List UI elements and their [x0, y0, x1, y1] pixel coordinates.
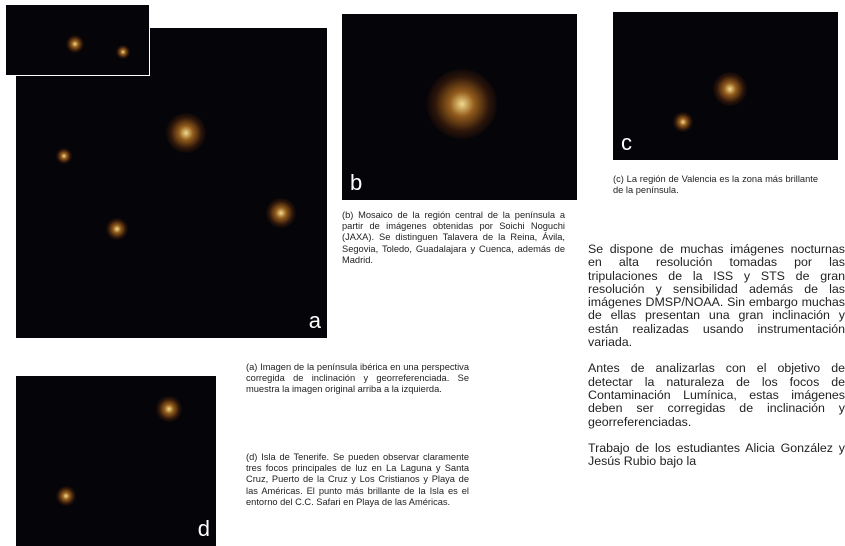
light: [427, 69, 497, 139]
figure-label: b: [350, 170, 363, 195]
light: [266, 198, 296, 228]
image-a: a: [16, 28, 327, 338]
paragraph: Se dispone de muchas imágenes nocturnas …: [588, 243, 845, 350]
caption-b: (b) Mosaico de la región central de la p…: [342, 210, 565, 265]
figure-label: a: [308, 308, 321, 333]
caption-c: (c) La región de Valencia es la zona más…: [613, 174, 818, 196]
light: [156, 396, 182, 422]
caption-a: (a) Imagen de la península ibérica en un…: [246, 362, 469, 395]
light: [56, 486, 76, 506]
image-c: c: [613, 12, 838, 160]
image-b: b: [342, 14, 577, 200]
figure-label: d: [197, 516, 210, 541]
figure-label: c: [621, 130, 632, 155]
image-d: d: [16, 376, 216, 546]
light: [166, 113, 206, 153]
paragraph: Antes de analizarlas con el objetivo de …: [588, 361, 845, 429]
body-text: Se dispone de muchas imágenes nocturnas …: [588, 243, 845, 546]
light: [56, 148, 72, 164]
paragraph: Trabajo de los estudiantes Alicia Gonzál…: [588, 440, 845, 469]
light: [116, 45, 130, 59]
caption-d: (d) Isla de Tenerife. Se pueden observar…: [246, 452, 469, 507]
image-a-original: [5, 4, 150, 76]
light: [713, 72, 747, 106]
light: [673, 112, 693, 132]
light: [106, 218, 128, 240]
light: [66, 35, 84, 53]
